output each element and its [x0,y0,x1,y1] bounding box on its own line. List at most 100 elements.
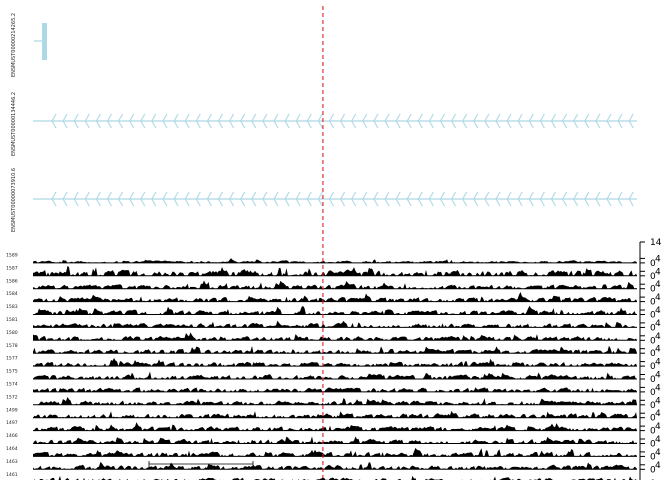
axis-tick-label: 0 [650,323,656,333]
strand-chevron [317,191,323,207]
scale-bar [148,461,254,467]
strand-chevron [129,113,135,129]
strand-chevron [473,191,479,207]
strand-chevron [84,113,90,129]
coverage-track-1577: 1577 [6,356,637,367]
strand-chevron [51,113,57,129]
strand-chevron [195,191,201,207]
axis-tick-label: 4 [655,435,661,445]
overlay [148,6,324,478]
axis-tick-label: 0 [650,298,656,308]
strand-chevron [550,191,556,207]
axis-tick-label: 0 [650,452,656,462]
strand-chevron [73,191,79,207]
strand-chevron [417,113,423,129]
strand-chevron [62,113,68,129]
strand-chevron [595,191,601,207]
strand-chevron [339,113,346,129]
y-axis: 1404040404040404040404040404040404040 [639,238,662,480]
strand-chevron [539,113,545,129]
strand-chevron [439,113,445,129]
strand-chevron [351,113,357,129]
coverage-area [33,475,637,480]
axis-tick-label: 4 [655,319,661,329]
strand-chevron [406,113,412,129]
strand-chevron [462,113,468,129]
strand-chevron [550,113,556,129]
track-label: 1586 [6,278,18,284]
coverage-area [33,422,637,431]
coverage-area [33,447,637,457]
coverage-track-1461: 1461 [6,472,637,480]
strand-chevron [295,113,301,129]
strand-chevron [517,191,523,207]
axis-tick-label: 0 [650,440,656,450]
strand-chevron [306,191,312,207]
strand-chevron [484,113,490,129]
axis-tick-label: 4 [655,383,661,393]
strand-chevron [240,113,246,129]
strand-chevron [173,191,179,207]
coverage-area [33,292,637,302]
strand-chevron [517,113,523,129]
strand-chevron [362,191,368,207]
track-label: 1464 [6,446,18,452]
strand-chevron [129,191,135,207]
coverage-track-1583: 1583 [6,304,637,315]
axis-tick-label: 4 [655,422,661,432]
axis-tick-label: 0 [650,375,656,385]
axis-tick-label: 4 [655,461,661,471]
strand-chevron [406,191,412,207]
coverage-area [33,305,637,315]
strand-chevron [339,191,346,207]
coverage-area [33,345,637,354]
strand-chevron [251,191,257,207]
strand-chevron [62,191,68,207]
strand-chevron [228,191,235,207]
coverage-area [33,258,637,263]
track-label: 1589 [6,253,18,259]
strand-chevron [173,113,179,129]
strand-chevron [162,191,168,207]
strand-chevron [273,191,279,207]
axis-tick-label: 4 [655,358,661,368]
strand-chevron [495,113,501,129]
axis-tick-label: 0 [650,362,656,372]
axis-tick-label: 4 [655,371,661,381]
coverage-track-1581: 1581 [6,317,637,328]
strand-chevron [506,113,512,129]
strand-chevron [373,113,379,129]
axis-tick-label: 4 [655,448,661,458]
strand-chevron [328,113,334,129]
coverage-track-1580: 1580 [6,330,637,341]
axis-tick-label: 4 [655,345,661,355]
strand-chevron [417,191,423,207]
strand-chevron [195,113,201,129]
transcript-3: ENSMUST00000073910.6 [11,168,637,232]
coverage-track-1499: 1499 [6,407,637,419]
strand-chevron [628,191,634,207]
axis-tick-label: 0 [650,285,656,295]
strand-chevron [284,113,290,129]
strand-chevron [117,191,124,207]
strand-chevron [428,113,434,129]
strand-chevron [162,113,168,129]
transcript-2: ENSMUST00000134446.2 [11,92,637,156]
strand-chevron [51,191,57,207]
axis-tick-label: 0 [650,427,656,437]
axis-tick-label: 4 [655,280,661,290]
axis-tick-label: 0 [650,272,656,282]
strand-chevron [395,113,401,129]
track-label: 1572 [6,394,18,400]
strand-chevron [617,113,623,129]
strand-chevron [462,191,468,207]
strand-chevron [206,113,212,129]
strand-chevron [384,191,390,207]
coverage-area [33,387,637,392]
track-label: 1499 [6,407,18,413]
strand-chevron [450,191,457,207]
coverage-track-1575: 1575 [6,369,637,380]
axis-tick-label: 4 [655,267,661,277]
track-label: 1497 [6,420,18,426]
strand-chevron [484,191,490,207]
